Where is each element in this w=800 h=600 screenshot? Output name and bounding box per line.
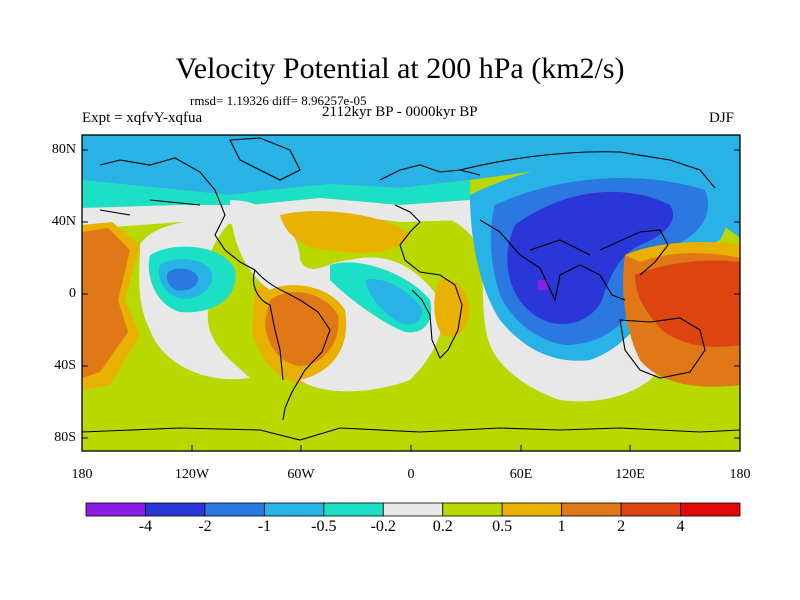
colorbar-swatch: [561, 502, 622, 517]
period-label: 2112kyr BP - 0000kyr BP: [322, 104, 478, 120]
colorbar-label: 2: [617, 518, 626, 535]
experiment-label: Expt = xqfvY-xqfua: [82, 110, 203, 126]
rmsd-diff-stats: rmsd= 1.19326 diff= 8.96257e-05: [190, 93, 367, 108]
colorbar-label: 4: [676, 518, 685, 535]
x-tick-label: 60E: [509, 467, 533, 482]
x-tick-label: 60W: [287, 467, 315, 482]
colorbar-swatch: [442, 502, 503, 517]
colorbar-label: -1: [257, 518, 272, 535]
colorbar-label: -0.5: [311, 518, 337, 535]
x-tick-label: 180: [729, 467, 751, 482]
colorbar-swatch: [501, 502, 563, 517]
colorbar-label: 0.5: [492, 518, 513, 535]
shaded-field: [82, 135, 740, 451]
colorbar-swatch: [263, 502, 325, 517]
colorbar-label: -0.2: [370, 518, 396, 535]
colorbar-swatch: [382, 502, 444, 517]
x-tick-label: 120W: [174, 467, 210, 482]
colorbar-swatch: [323, 502, 384, 517]
season-label: DJF: [709, 110, 735, 126]
colorbar: [85, 502, 741, 517]
colorbar-swatch: [620, 502, 681, 517]
x-tick-label: 0: [407, 467, 415, 482]
y-tick-label: 80N: [51, 142, 76, 157]
y-tick-label: 40N: [51, 214, 76, 229]
x-tick-label: 120E: [615, 467, 645, 482]
x-tick-label: 180: [71, 467, 93, 482]
map-title: Velocity Potential at 200 hPa (km2/s): [175, 52, 625, 85]
colorbar-swatch: [145, 502, 206, 517]
colorbar-label: -2: [198, 518, 212, 535]
colorbar-label: -4: [138, 518, 153, 535]
y-tick-label: 40S: [54, 358, 76, 373]
colorbar-swatch: [85, 502, 146, 517]
colorbar-label: 0.2: [432, 518, 453, 535]
y-tick-label: 0: [69, 286, 76, 301]
y-tick-label: 80S: [54, 430, 76, 445]
colorbar-label: 1: [557, 518, 566, 535]
colorbar-swatch: [680, 502, 741, 517]
colorbar-swatch: [204, 502, 265, 517]
coastlines: [82, 137, 740, 441]
